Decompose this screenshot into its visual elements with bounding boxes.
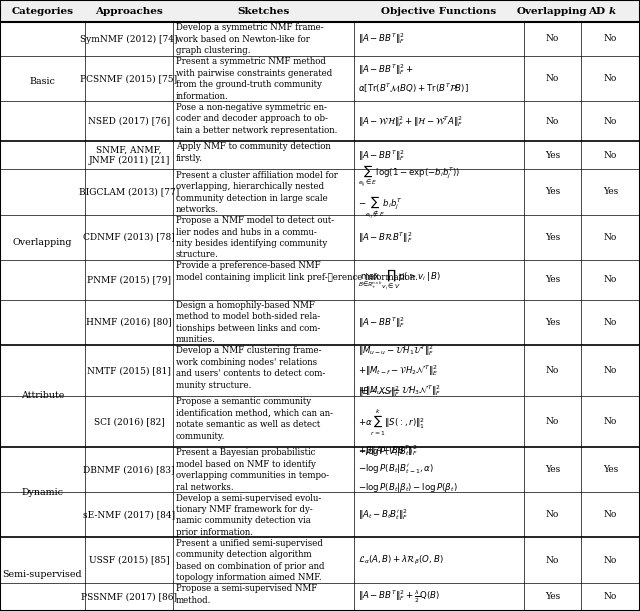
Text: Propose a semi-supervised NMF
method.: Propose a semi-supervised NMF method. bbox=[176, 584, 317, 605]
Text: Provide a preference-based NMF
model containing implicit link pref-erence infor: Provide a preference-based NMF model con… bbox=[176, 262, 418, 282]
Text: DBNMF (2016) [83]: DBNMF (2016) [83] bbox=[83, 465, 175, 474]
Text: Develop a NMF clustering frame-
work combining nodes' relations
and users' conte: Develop a NMF clustering frame- work com… bbox=[176, 346, 325, 390]
Text: No: No bbox=[604, 318, 617, 327]
Text: CDNMF (2013) [78]: CDNMF (2013) [78] bbox=[83, 233, 175, 242]
Text: AD: AD bbox=[588, 7, 609, 15]
Text: Design a homophily-based NMF
method to model both-sided rela-
tionships between : Design a homophily-based NMF method to m… bbox=[176, 301, 320, 345]
Text: No: No bbox=[604, 275, 617, 284]
Text: USSF (2015) [85]: USSF (2015) [85] bbox=[89, 555, 169, 565]
Text: No: No bbox=[546, 117, 559, 126]
Text: $\|A_t - B_t B_t^{\prime}\|_F^2$: $\|A_t - B_t B_t^{\prime}\|_F^2$ bbox=[358, 507, 408, 522]
Text: Basic: Basic bbox=[29, 77, 56, 86]
Text: Develop a symmetric NMF frame-
work based on Newton-like for
graph clustering.: Develop a symmetric NMF frame- work base… bbox=[176, 23, 323, 56]
Text: Pose a non-negative symmetric en-
coder and decoder approach to ob-
tain a bette: Pose a non-negative symmetric en- coder … bbox=[176, 103, 337, 134]
Text: No: No bbox=[604, 34, 617, 43]
Text: Yes: Yes bbox=[545, 318, 560, 327]
Text: Present a cluster affiliation model for
overlapping, hierarchically nested
commu: Present a cluster affiliation model for … bbox=[176, 170, 338, 214]
Text: No: No bbox=[604, 555, 617, 565]
Text: Objective Functions: Objective Functions bbox=[381, 7, 496, 15]
Text: HNMF (2016) [80]: HNMF (2016) [80] bbox=[86, 318, 172, 327]
Text: SNMF, ANMF,
JNMF (2011) [21]: SNMF, ANMF, JNMF (2011) [21] bbox=[88, 145, 170, 165]
Text: No: No bbox=[546, 366, 559, 375]
Text: Yes: Yes bbox=[545, 592, 560, 601]
Text: Yes: Yes bbox=[545, 465, 560, 474]
Text: PCSNMF (2015) [75]: PCSNMF (2015) [75] bbox=[81, 74, 177, 83]
Text: No: No bbox=[546, 555, 559, 565]
Text: $\mathcal{L}_\alpha(A,B) + \lambda\mathcal{R}_\beta(O,B)$: $\mathcal{L}_\alpha(A,B) + \lambda\mathc… bbox=[358, 554, 444, 566]
Text: Overlapping: Overlapping bbox=[517, 7, 588, 15]
Text: PSSNMF (2017) [86]: PSSNMF (2017) [86] bbox=[81, 592, 177, 601]
Text: No: No bbox=[604, 592, 617, 601]
Text: $\|A - BB^T\|_F^2+$
$\alpha[\mathrm{Tr}(B^T\mathcal{M}BQ)+\mathrm{Tr}(B^T\mathca: $\|A - BB^T\|_F^2+$ $\alpha[\mathrm{Tr}(… bbox=[358, 62, 469, 95]
Text: SCI (2016) [82]: SCI (2016) [82] bbox=[93, 417, 164, 426]
Text: BIGCLAM (2013) [77]: BIGCLAM (2013) [77] bbox=[79, 188, 179, 196]
Text: Apply NMF to community detection
firstly.: Apply NMF to community detection firstly… bbox=[176, 142, 330, 163]
Text: No: No bbox=[604, 233, 617, 242]
Bar bbox=[0, 0, 640, 22]
Text: Yes: Yes bbox=[545, 150, 560, 159]
Text: No: No bbox=[604, 117, 617, 126]
Text: Overlapping: Overlapping bbox=[13, 238, 72, 247]
Text: No: No bbox=[546, 510, 559, 519]
Text: Yes: Yes bbox=[603, 465, 618, 474]
Text: $\|A - BB^T\|_F^2 + \frac{\lambda}{2}\mathrm{Q}(B)$: $\|A - BB^T\|_F^2 + \frac{\lambda}{2}\ma… bbox=[358, 588, 440, 605]
Text: Yes: Yes bbox=[545, 188, 560, 196]
Text: $\|M_{u-u} - \mathcal{U}H_1\mathcal{U}^T\|_F^2$
$+\|M_{t-f} - \mathcal{V}H_2\mat: $\|M_{u-u} - \mathcal{U}H_1\mathcal{U}^T… bbox=[358, 343, 441, 398]
Text: $\|A - BB^T\|_F^2$: $\|A - BB^T\|_F^2$ bbox=[358, 148, 405, 163]
Text: PNMF (2015) [79]: PNMF (2015) [79] bbox=[87, 275, 171, 284]
Text: No: No bbox=[604, 150, 617, 159]
Text: NSED (2017) [76]: NSED (2017) [76] bbox=[88, 117, 170, 126]
Text: SymNMF (2012) [74]: SymNMF (2012) [74] bbox=[80, 34, 178, 43]
Text: Attribute: Attribute bbox=[21, 391, 64, 400]
Text: $\|A - BB^T\|_F^2$: $\|A - BB^T\|_F^2$ bbox=[358, 32, 405, 46]
Text: Yes: Yes bbox=[545, 233, 560, 242]
Text: No: No bbox=[604, 417, 617, 426]
Text: Present a symmetric NMF method
with pairwise constraints generated
from the grou: Present a symmetric NMF method with pair… bbox=[176, 57, 332, 101]
Text: sE-NMF (2017) [84]: sE-NMF (2017) [84] bbox=[83, 510, 175, 519]
Text: Propose a semantic community
identification method, which can an-
notate semanti: Propose a semantic community identificat… bbox=[176, 397, 333, 441]
Text: Yes: Yes bbox=[545, 275, 560, 284]
Text: No: No bbox=[604, 74, 617, 83]
Text: Dynamic: Dynamic bbox=[22, 488, 63, 497]
Text: k: k bbox=[609, 7, 616, 15]
Text: Categories: Categories bbox=[12, 7, 74, 15]
Text: $\|A - B\mathcal{R}B^T\|_F^2$: $\|A - B\mathcal{R}B^T\|_F^2$ bbox=[358, 230, 412, 244]
Text: No: No bbox=[546, 74, 559, 83]
Text: Sketches: Sketches bbox=[237, 7, 289, 15]
Text: $\|A - \mathcal{WH}\|_F^2 + \|\mathcal{H} - \mathcal{W}^T A\|_F^2$: $\|A - \mathcal{WH}\|_F^2 + \|\mathcal{H… bbox=[358, 114, 463, 128]
Text: Present a unified semi-supervised
community detection algorithm
based on combina: Present a unified semi-supervised commun… bbox=[176, 539, 324, 582]
Text: No: No bbox=[546, 34, 559, 43]
Text: $\sum_{e_{ij}\in E}\log(1-\exp(-b_i b_j^T))$
$-\sum_{e_{ij}\notin E} b_i b_j^T$: $\sum_{e_{ij}\in E}\log(1-\exp(-b_i b_j^… bbox=[358, 163, 460, 221]
Text: $\|B - XS\|_F^2$
$+\alpha\sum_{r=1}^k \|S(:,r)\|_1^2$
$+\beta\|A - BB^T\|_F^2$: $\|B - XS\|_F^2$ $+\alpha\sum_{r=1}^k \|… bbox=[358, 384, 425, 458]
Text: Approaches: Approaches bbox=[95, 7, 163, 15]
Text: Develop a semi-supervised evolu-
tionary NMF framework for dy-
namic community d: Develop a semi-supervised evolu- tionary… bbox=[176, 494, 321, 537]
Text: No: No bbox=[604, 510, 617, 519]
Text: No: No bbox=[546, 417, 559, 426]
Text: $\max_{B\in\mathbb{R}_+^{n\times k}}\prod_{v_i\in V} p({>}v_i\,|\,B)$: $\max_{B\in\mathbb{R}_+^{n\times k}}\pro… bbox=[358, 268, 441, 292]
Text: $\|A - BB^T\|_F^2$: $\|A - BB^T\|_F^2$ bbox=[358, 315, 405, 329]
Text: NMTF (2015) [81]: NMTF (2015) [81] bbox=[87, 366, 171, 375]
Text: $-\log P(V_t|B_t)$
$-\log P(B_t|B_{t-1}^{\prime},\alpha)$
$-\log P(B_t|\beta_t) : $-\log P(V_t|B_t)$ $-\log P(B_t|B_{t-1}^… bbox=[358, 445, 458, 494]
Text: Semi-supervised: Semi-supervised bbox=[3, 569, 83, 579]
Text: Propose a NMF model to detect out-
lier nodes and hubs in a commu-
nity besides : Propose a NMF model to detect out- lier … bbox=[176, 216, 334, 260]
Text: Present a Bayesian probabilistic
model based on NMF to identify
overlapping comm: Present a Bayesian probabilistic model b… bbox=[176, 448, 329, 492]
Text: No: No bbox=[604, 366, 617, 375]
Text: Yes: Yes bbox=[603, 188, 618, 196]
